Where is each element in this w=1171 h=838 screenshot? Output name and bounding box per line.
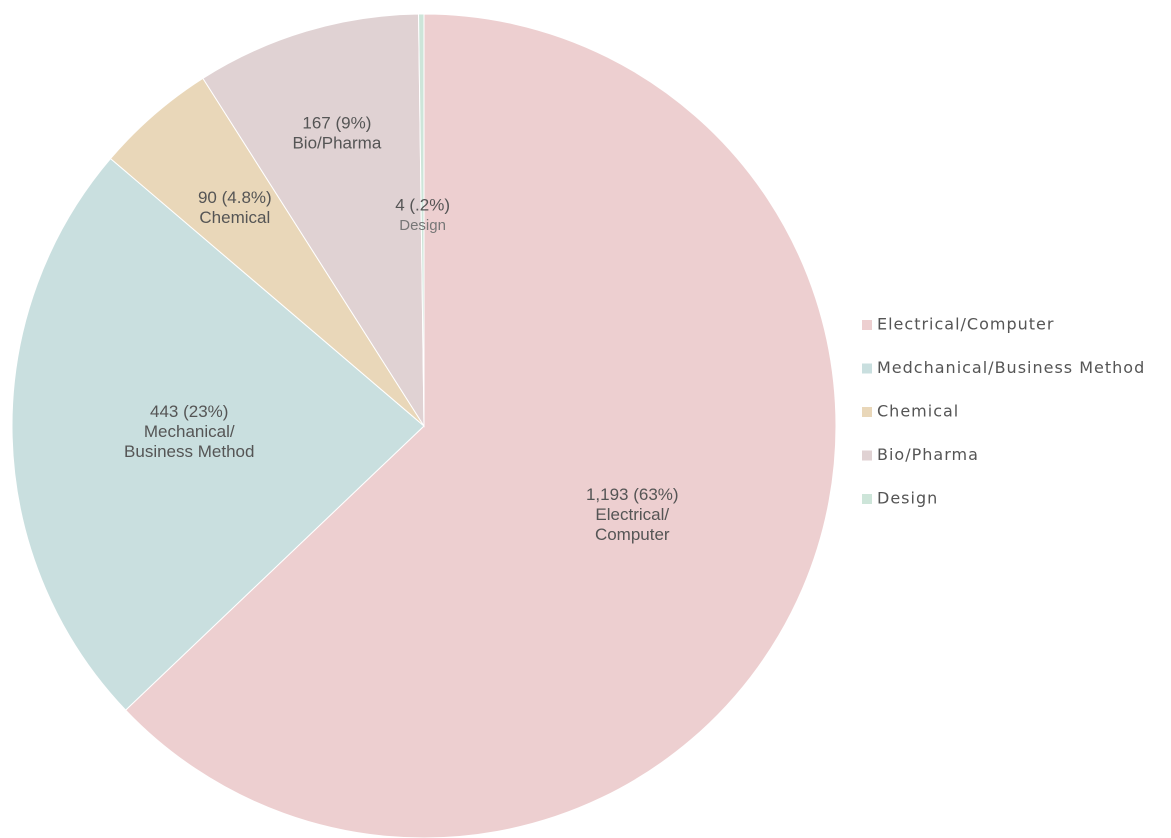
slice-value-label: 4 (.2%): [395, 195, 450, 214]
pie-slice: [11, 157, 425, 711]
slice-label: Mechanical/: [144, 422, 235, 441]
slice-label: Electrical/: [595, 505, 669, 524]
legend-swatch: [862, 363, 872, 374]
legend-swatch: [862, 320, 872, 330]
legend-label: Design: [877, 489, 938, 508]
pie-slice: [418, 13, 425, 427]
slice-label: Chemical: [199, 208, 270, 227]
legend-swatch: [862, 494, 872, 504]
pie-slice: [202, 13, 425, 428]
legend-swatch: [862, 450, 872, 461]
slice-value-label: 443 (23%): [150, 402, 228, 421]
slice-value-label: 167 (9%): [302, 113, 371, 132]
slice-value-label: 90 (4.8%): [198, 188, 272, 207]
slice-label: Business Method: [124, 442, 254, 461]
legend-label: Bio/Pharma: [877, 445, 979, 464]
slice-label: Design: [399, 217, 446, 234]
legend-swatch: [862, 407, 872, 417]
pie-slice: [124, 13, 837, 838]
legend-label: Chemical: [877, 402, 959, 421]
legend-label: Electrical/Computer: [877, 315, 1054, 334]
slice-label: Computer: [595, 525, 670, 544]
slice-value-label: 1,193 (63%): [586, 485, 679, 504]
legend-label: Medchanical/Business Method: [877, 358, 1145, 377]
slice-label: Bio/Pharma: [292, 133, 381, 152]
